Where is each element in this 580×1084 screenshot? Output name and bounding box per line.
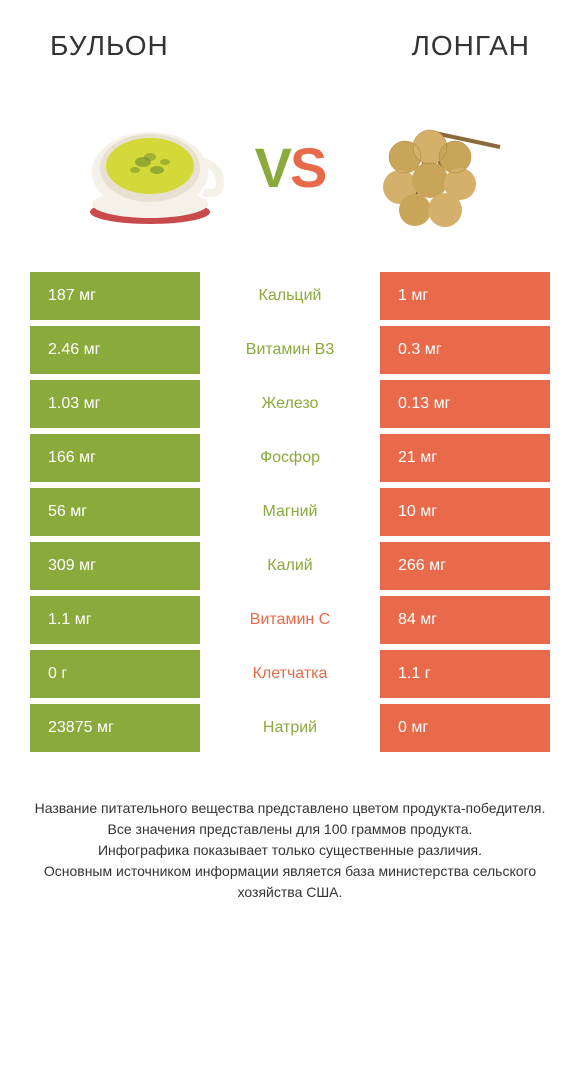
nutrient-label: Калий bbox=[200, 542, 380, 590]
right-value: 0 мг bbox=[380, 704, 550, 752]
nutrient-label: Фосфор bbox=[200, 434, 380, 482]
nutrient-label: Натрий bbox=[200, 704, 380, 752]
table-row: 0 гКлетчатка1.1 г bbox=[30, 650, 550, 698]
nutrient-label: Кальций bbox=[200, 272, 380, 320]
left-food-title: БУЛЬОН bbox=[50, 30, 169, 62]
nutrient-label: Витамин C bbox=[200, 596, 380, 644]
nutrient-label: Клетчатка bbox=[200, 650, 380, 698]
left-value: 1.1 мг bbox=[30, 596, 200, 644]
table-row: 56 мгМагний10 мг bbox=[30, 488, 550, 536]
table-row: 309 мгКалий266 мг bbox=[30, 542, 550, 590]
left-value: 0 г bbox=[30, 650, 200, 698]
footer-line: Название питательного вещества представл… bbox=[30, 798, 550, 819]
right-value: 266 мг bbox=[380, 542, 550, 590]
footer-line: Основным источником информации является … bbox=[30, 861, 550, 903]
right-value: 84 мг bbox=[380, 596, 550, 644]
nutrient-label: Железо bbox=[200, 380, 380, 428]
footer-line: Все значения представлены для 100 граммо… bbox=[30, 819, 550, 840]
left-value: 166 мг bbox=[30, 434, 200, 482]
left-value: 56 мг bbox=[30, 488, 200, 536]
table-row: 187 мгКальций1 мг bbox=[30, 272, 550, 320]
table-row: 23875 мгНатрий0 мг bbox=[30, 704, 550, 752]
right-value: 0.13 мг bbox=[380, 380, 550, 428]
left-value: 187 мг bbox=[30, 272, 200, 320]
right-value: 1 мг bbox=[380, 272, 550, 320]
right-value: 0.3 мг bbox=[380, 326, 550, 374]
footer-notes: Название питательного вещества представл… bbox=[0, 758, 580, 923]
nutrient-label: Магний bbox=[200, 488, 380, 536]
comparison-table: 187 мгКальций1 мг 2.46 мгВитамин B30.3 мг… bbox=[0, 272, 580, 752]
vs-v: V bbox=[255, 136, 290, 199]
footer-line: Инфографика показывает только существенн… bbox=[30, 840, 550, 861]
vs-label: VS bbox=[255, 135, 326, 200]
table-row: 1.1 мгВитамин C84 мг bbox=[30, 596, 550, 644]
left-value: 309 мг bbox=[30, 542, 200, 590]
left-food-image bbox=[75, 92, 225, 242]
table-row: 1.03 мгЖелезо0.13 мг bbox=[30, 380, 550, 428]
left-value: 2.46 мг bbox=[30, 326, 200, 374]
vs-s: S bbox=[290, 136, 325, 199]
right-food-title: ЛОНГАН bbox=[411, 30, 530, 62]
right-value: 1.1 г bbox=[380, 650, 550, 698]
left-value: 23875 мг bbox=[30, 704, 200, 752]
vs-row: VS bbox=[0, 82, 580, 272]
table-row: 2.46 мгВитамин B30.3 мг bbox=[30, 326, 550, 374]
nutrient-label: Витамин B3 bbox=[200, 326, 380, 374]
right-value: 21 мг bbox=[380, 434, 550, 482]
right-value: 10 мг bbox=[380, 488, 550, 536]
table-row: 166 мгФосфор21 мг bbox=[30, 434, 550, 482]
right-food-image bbox=[355, 92, 505, 242]
header: БУЛЬОН ЛОНГАН bbox=[0, 0, 580, 82]
left-value: 1.03 мг bbox=[30, 380, 200, 428]
